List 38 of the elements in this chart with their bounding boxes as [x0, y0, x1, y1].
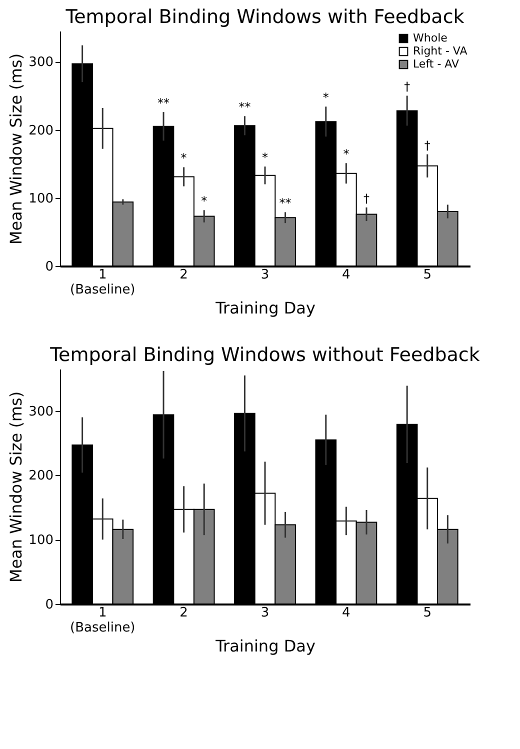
- y-tick-label: 300: [28, 55, 54, 70]
- x-tick-label: 3: [260, 606, 270, 620]
- data-label: **: [238, 100, 251, 114]
- data-label: *: [201, 194, 208, 208]
- y-tick-label: 200: [28, 123, 54, 138]
- y-axis-title: Mean Window Size (ms): [6, 53, 26, 245]
- legend-label: Left - AV: [413, 58, 460, 70]
- y-tick-label: 0: [45, 260, 54, 274]
- x-axis-title: Training Day: [214, 636, 316, 656]
- data-label: *: [262, 150, 268, 165]
- y-axis-title: Mean Window Size (ms): [6, 391, 26, 583]
- x-tick-label: 1 (Baseline): [70, 268, 136, 298]
- y-tick-label: 300: [28, 404, 54, 420]
- x-tick-label: 3: [260, 268, 270, 282]
- chart-title: Temporal Binding Windows without Feedback: [49, 344, 480, 366]
- x-tick-label: 4: [342, 606, 350, 620]
- data-label: †: [404, 80, 410, 94]
- data-label: †: [424, 138, 430, 152]
- legend-label: Right - VA: [413, 44, 468, 58]
- x-tick-label: 5: [423, 268, 432, 282]
- legend-label: Whole: [413, 32, 448, 44]
- data-label: *: [180, 151, 187, 166]
- y-tick-label: 100: [28, 533, 54, 548]
- x-tick-label: 4: [342, 268, 350, 282]
- x-tick-label: 2: [180, 268, 188, 282]
- data-label: †: [363, 191, 370, 206]
- x-tick-label: 1 (Baseline): [70, 606, 136, 636]
- x-axis-title: Training Day: [214, 298, 316, 318]
- x-tick-label: 2: [180, 606, 188, 620]
- data-label: **: [158, 96, 170, 110]
- data-label: **: [279, 196, 292, 210]
- y-tick-label: 100: [28, 191, 54, 206]
- y-tick-label: 0: [45, 598, 54, 612]
- data-label: *: [322, 90, 329, 105]
- y-tick-label: 200: [28, 468, 54, 484]
- x-tick-label: 5: [423, 606, 432, 620]
- data-label: *: [343, 147, 350, 162]
- chart-title: Temporal Binding Windows with Feedback: [64, 6, 464, 28]
